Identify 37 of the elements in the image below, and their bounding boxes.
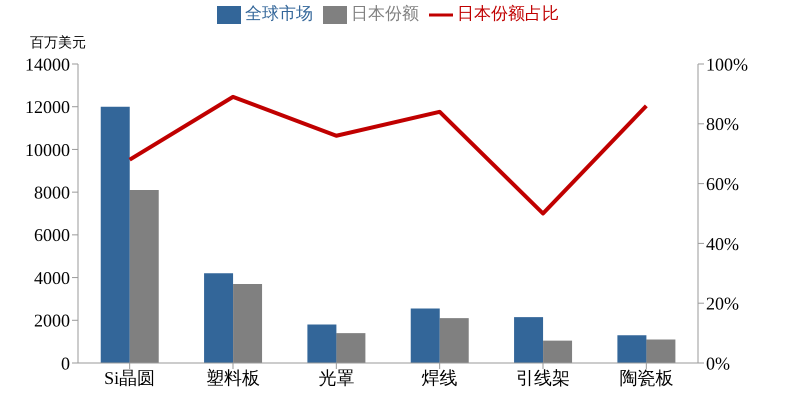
x-tick-label: 陶瓷板 [619,368,674,388]
y2-tick-label: 60% [706,174,739,194]
y2-tick-label: 20% [706,294,739,314]
y-tick-label: 10000 [25,140,70,160]
y-tick-label: 6000 [34,225,70,246]
bar [617,335,646,363]
legend-label: 日本份额占比 [457,4,559,23]
bar [130,190,159,363]
bar [646,340,676,363]
y-tick-label: 2000 [34,310,70,331]
x-tick-label: 光罩 [318,368,354,388]
bar [204,273,234,363]
x-tick-label: 塑料板 [206,368,260,388]
x-tick-label: Si晶圆 [104,368,156,388]
y-tick-label: 8000 [34,182,70,203]
y-tick-label: 0 [61,353,70,374]
bar [233,284,262,363]
y-tick-label: 14000 [25,54,70,74]
bar [543,340,572,363]
line-series [128,94,648,216]
y2-tick-label: 80% [706,114,739,134]
bar [307,324,336,363]
y-tick-label: 12000 [25,97,70,118]
y-axis-title: 百万美元 [30,34,86,52]
y2-tick-label: 0% [706,353,730,374]
bar [100,106,130,363]
legend-label: 全球市场 [245,4,313,23]
x-tick-label: 焊线 [422,368,458,388]
y-tick-label: 4000 [34,268,70,288]
y2-tick-label: 40% [706,234,739,254]
x-tick-label: 引线架 [516,368,570,388]
bar [440,318,469,363]
legend-label: 日本份额 [351,4,419,23]
bar [336,333,366,363]
y2-tick-label: 100% [706,54,748,74]
bar [410,308,440,363]
bar [514,317,544,363]
